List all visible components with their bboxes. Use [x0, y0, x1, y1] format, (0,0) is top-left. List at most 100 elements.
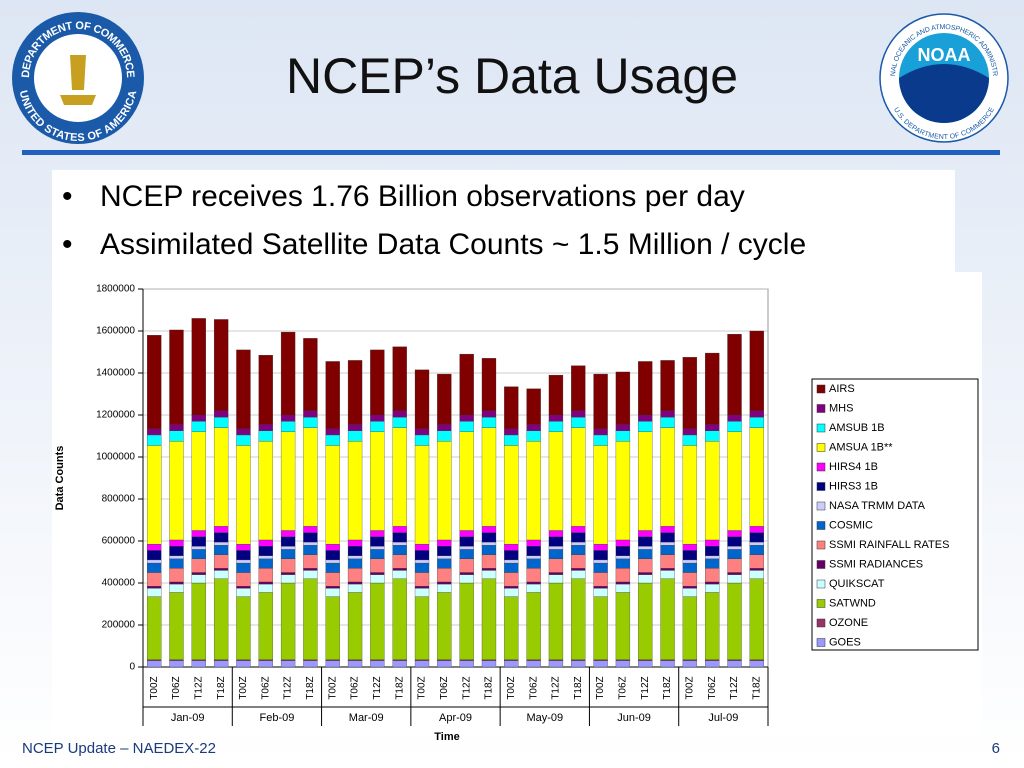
bar-segment: [705, 592, 720, 660]
bar-segment: [169, 555, 184, 560]
bar-segment: [258, 539, 273, 547]
bar-segment: [347, 441, 363, 541]
bar-segment: [749, 568, 764, 571]
bar-segment: [213, 541, 229, 546]
bar-segment: [325, 434, 340, 446]
bar-segment: [727, 431, 742, 531]
bar-segment: [459, 421, 474, 432]
bar-segment: [169, 329, 184, 425]
bar-segment: [705, 539, 720, 547]
bar-segment: [169, 558, 184, 569]
legend-swatch: [816, 443, 826, 452]
bar-segment: [705, 555, 720, 560]
bar-segment: [593, 588, 608, 597]
bar-segment: [258, 659, 273, 661]
bar-segment: [638, 660, 653, 668]
bar-segment: [571, 570, 586, 579]
bar-segment: [280, 572, 296, 575]
bar-segment: [392, 410, 407, 418]
bar-segment: [325, 596, 340, 660]
bar-segment: [571, 568, 586, 571]
bar-segment: [392, 541, 407, 546]
bar-segment: [526, 659, 541, 661]
bar-segment: [481, 532, 497, 543]
legend-label: AMSUA 1B**: [829, 441, 893, 453]
bar-segment: [147, 428, 162, 436]
bar-segment: [682, 588, 698, 597]
bar-segment: [481, 660, 497, 668]
bar-segment: [303, 554, 318, 569]
bar-segment: [504, 559, 519, 564]
bar-segment: [660, 360, 675, 411]
bar-segment: [191, 546, 206, 550]
bar-segment: [392, 659, 407, 661]
bar-segment: [504, 562, 519, 573]
bar-segment: [571, 410, 586, 418]
page-number: 6: [992, 740, 1000, 757]
legend-label: MHS: [829, 402, 853, 414]
bar-segment: [347, 558, 363, 569]
legend-label: SATWND: [829, 597, 876, 609]
y-tick-label: 1200000: [96, 410, 135, 421]
bar-segment: [437, 539, 452, 547]
bar-segment: [191, 558, 206, 573]
legend-label: SSMI RAINFALL RATES: [829, 539, 949, 551]
bar-segment: [414, 434, 430, 446]
bar-segment: [258, 424, 273, 431]
bar-segment: [593, 660, 608, 668]
bar-segment: [169, 660, 184, 668]
bar-segment: [682, 357, 698, 429]
bar-segment: [749, 660, 764, 668]
bar-segment: [370, 349, 385, 416]
bar-segment: [615, 592, 631, 660]
bar-segment: [749, 545, 764, 555]
bar-segment: [526, 660, 541, 668]
bar-segment: [615, 539, 631, 547]
bar-segment: [325, 550, 340, 561]
bullet: NCEP receives 1.76 Billion observations …: [100, 180, 745, 213]
bar-segment: [191, 318, 206, 416]
bar-segment: [370, 414, 385, 422]
bar-segment: [191, 659, 206, 661]
bar-segment: [727, 572, 742, 575]
bar-segment: [236, 349, 251, 429]
bar-segment: [660, 554, 675, 569]
bar-segment: [571, 545, 586, 555]
bar-segment: [258, 583, 273, 593]
bar-segment: [437, 441, 452, 541]
bar-segment: [437, 583, 452, 593]
bar-segment: [615, 558, 631, 569]
bar-segment: [682, 572, 698, 587]
bar-segment: [638, 414, 653, 422]
bar-segment: [660, 541, 675, 546]
bar-segment: [347, 546, 363, 556]
bar-segment: [727, 333, 742, 416]
bar-segment: [325, 588, 340, 597]
x-tick-label: T00Z: [506, 676, 517, 699]
bar-segment: [347, 555, 363, 560]
y-tick-label: 1600000: [96, 326, 135, 337]
bar-segment: [414, 369, 430, 429]
bar-segment: [213, 416, 229, 428]
bar-segment: [481, 578, 497, 660]
bar-segment: [571, 554, 586, 569]
legend-label: OZONE: [829, 617, 868, 629]
bar-segment: [169, 583, 184, 593]
x-tick-label: T06Z: [707, 676, 718, 699]
bar-segment: [236, 660, 251, 668]
legend-swatch: [816, 638, 826, 647]
bar-segment: [414, 572, 430, 587]
bar-segment: [638, 558, 653, 573]
bar-segment: [727, 660, 742, 668]
bar-segment: [147, 586, 162, 589]
bar-segment: [571, 578, 586, 660]
bar-segment: [370, 574, 385, 584]
bar-segment: [548, 574, 564, 584]
bar-segment: [303, 416, 318, 428]
bar-segment: [749, 541, 764, 546]
bar-segment: [147, 562, 162, 573]
bar-segment: [727, 582, 742, 660]
bar-segment: [213, 545, 229, 555]
bar-segment: [615, 371, 631, 425]
bar-segment: [392, 346, 407, 411]
